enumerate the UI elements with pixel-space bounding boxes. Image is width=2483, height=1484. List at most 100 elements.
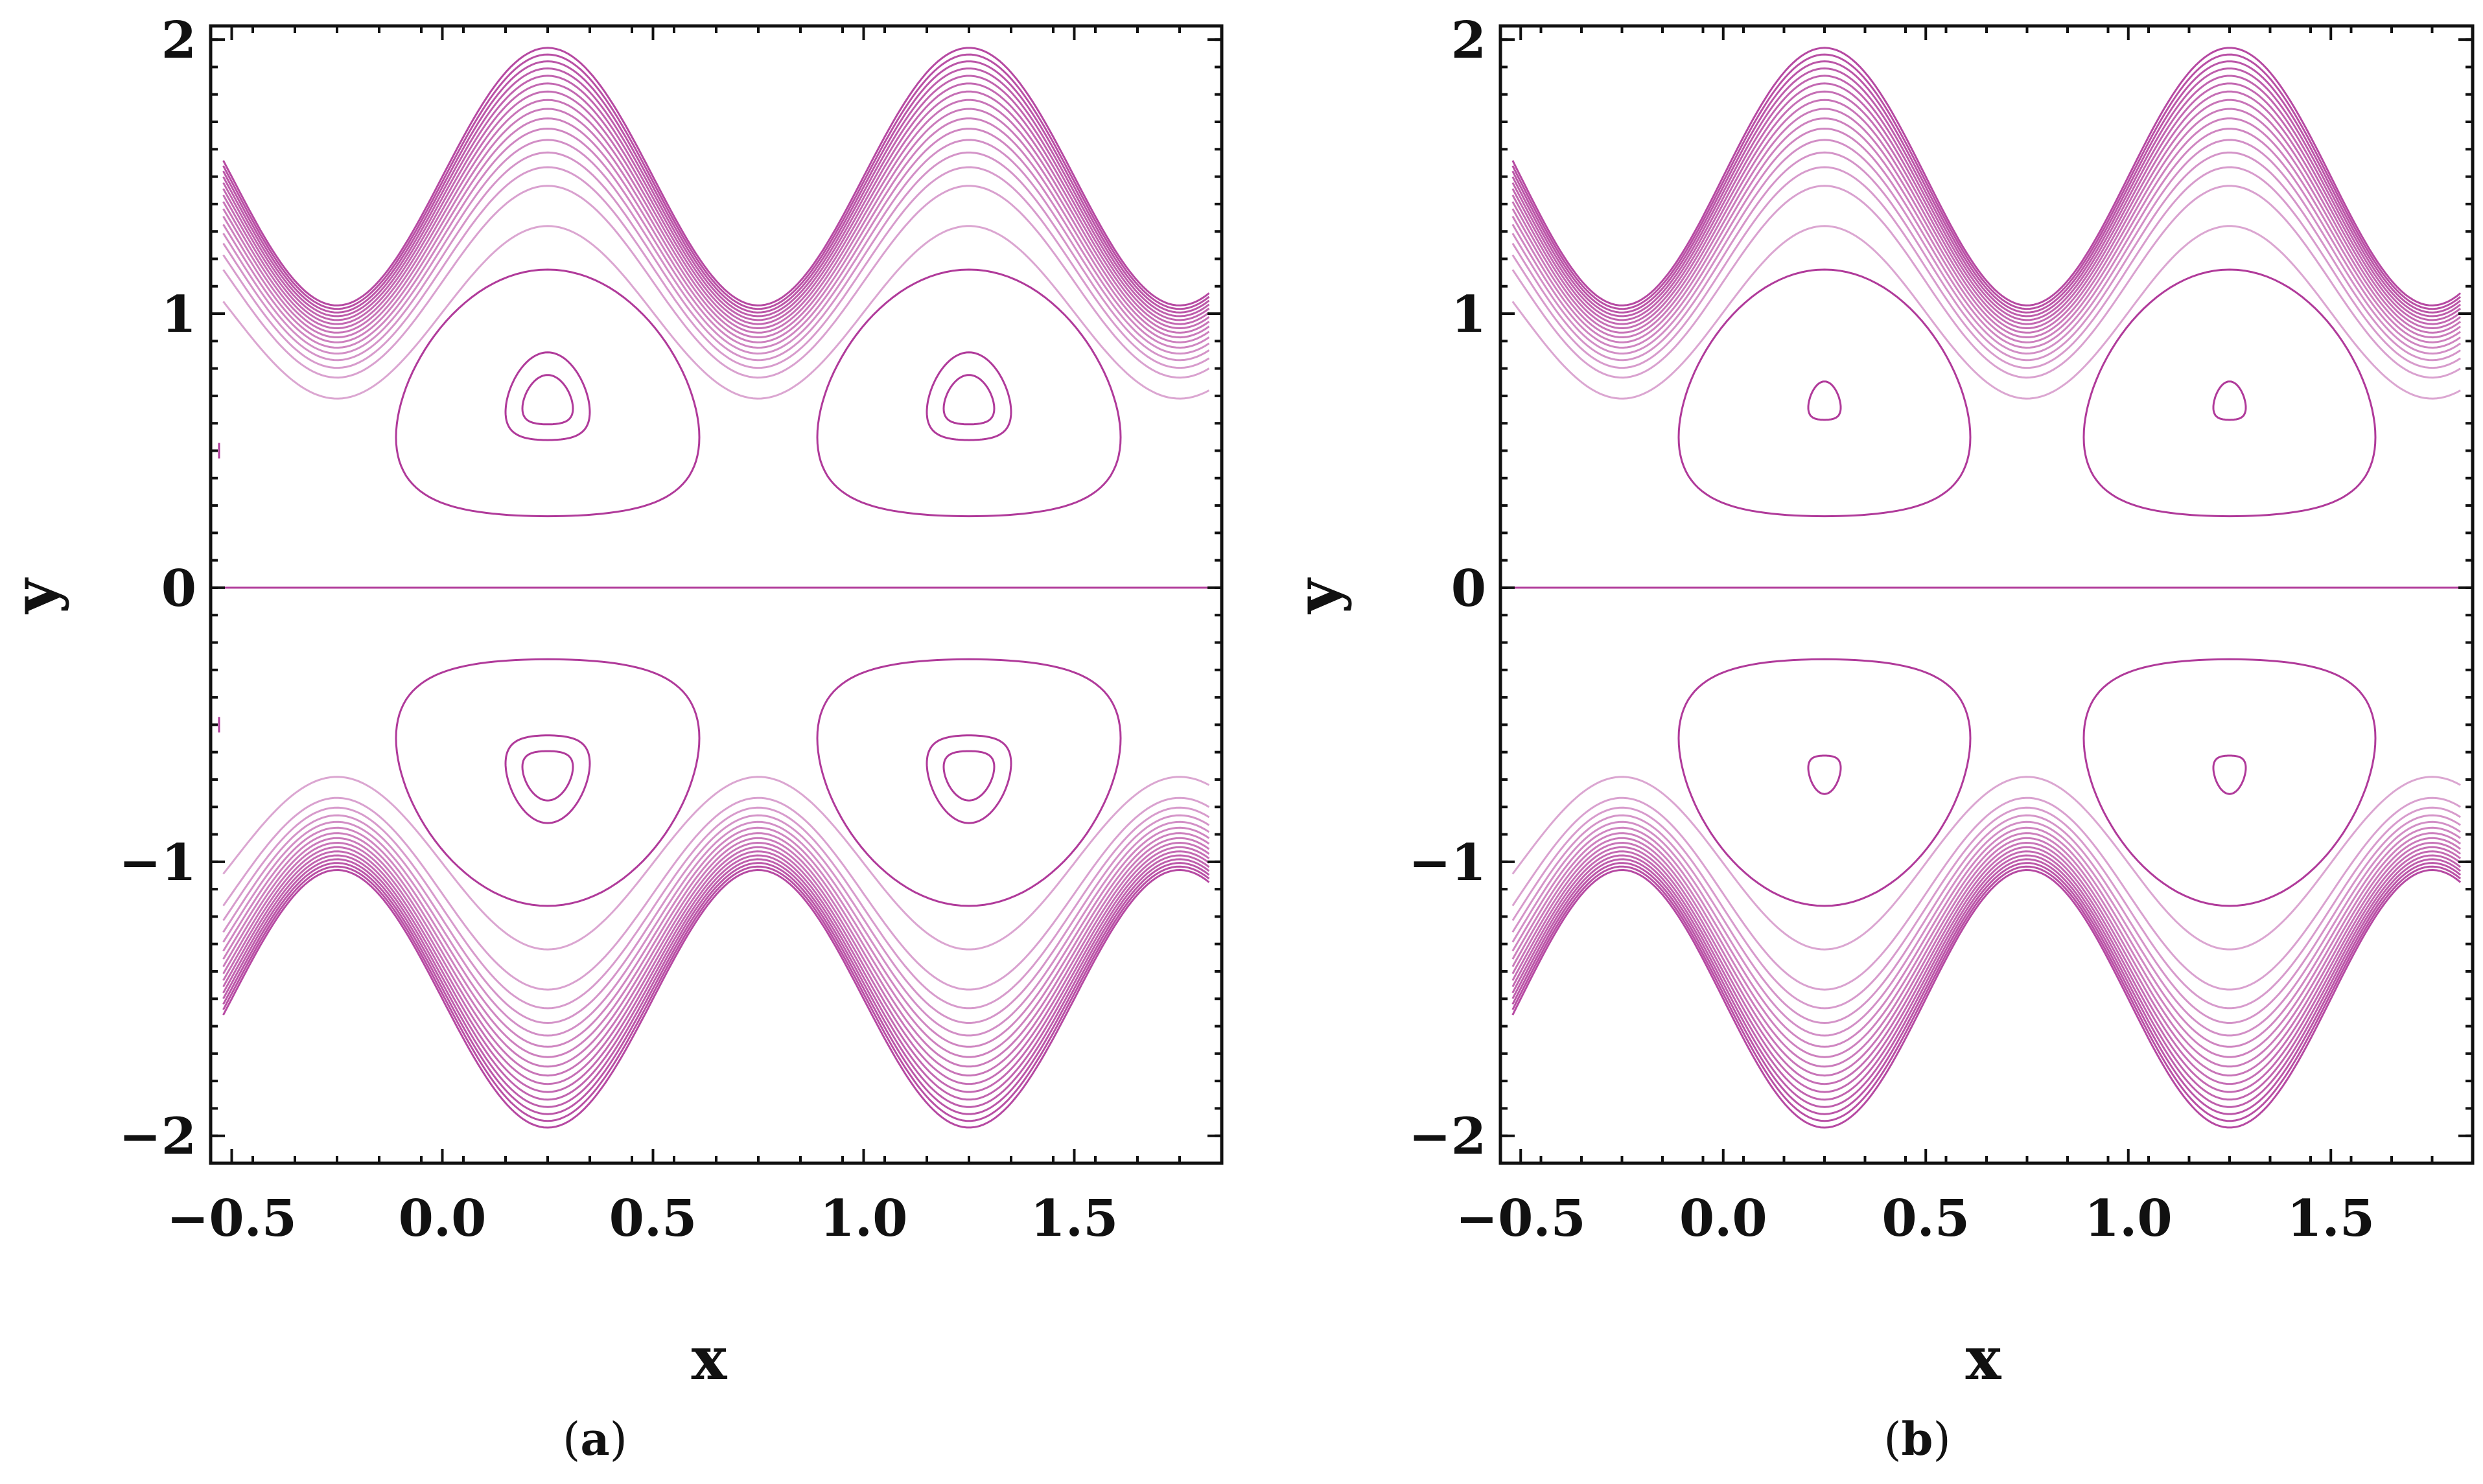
panel-a-vortex-2-ring-0 — [395, 658, 701, 907]
panel-b-wall-streamline-upper-0 — [1511, 225, 2461, 400]
panel-a-wall-streamline-upper-4 — [222, 139, 1210, 355]
panel-b-vortex-3-ring-0 — [2082, 658, 2377, 907]
panel-a-vortex-0-ring-2 — [521, 374, 574, 426]
panel-b-x-tick-label-4: 1.5 — [2287, 1189, 2375, 1248]
panel-b-wall-streamline-upper-5 — [1511, 127, 2462, 349]
panel-b-wall-streamline-lower-4 — [1511, 820, 2462, 1037]
panel-a-vortex-0-ring-0 — [395, 268, 701, 518]
panel-b-vortex-1-ring-1 — [2212, 380, 2247, 421]
panel-a-y-tick-label-1: −1 — [119, 833, 196, 892]
panel-a-wall-streamline-lower-4 — [222, 820, 1210, 1037]
panel-a-wall-streamline-upper-9 — [222, 90, 1210, 330]
panel-b-wall-streamline-lower-8 — [1511, 841, 2462, 1077]
panel-a-vortex-1-ring-0 — [816, 268, 1122, 518]
panel-a-y-tick-label-4: 2 — [161, 11, 196, 70]
panel-a-vortex-3-ring-1 — [926, 734, 1012, 824]
panel-a-y-tick-label-2: 0 — [161, 559, 196, 618]
panel-b-x-axis-title: x — [1966, 1323, 2002, 1393]
panel-b-y-axis-title: y — [1283, 577, 1353, 615]
panel-b-wall-streamline-lower-3 — [1511, 814, 2462, 1025]
panel-b-wall-streamline-lower-13 — [1511, 862, 2462, 1115]
panel-a-wall-streamline-lower-11 — [222, 854, 1210, 1101]
panel-a-y-tick-label-3: 1 — [161, 285, 196, 344]
panel-b-x-tick-label-1: 0.0 — [1679, 1189, 1767, 1248]
panel-a-wall-streamline-upper-3 — [222, 151, 1210, 362]
panel-a-x-axis-title: x — [692, 1323, 728, 1393]
panel-b-wall-streamline-lower-10 — [1511, 850, 2462, 1093]
panel-b-wall-streamline-lower-2 — [1511, 806, 2462, 1010]
panel-a-wall-streamline-lower-6 — [222, 832, 1210, 1058]
panel-b-wall-streamline-upper-10 — [1511, 82, 2462, 325]
panel-a-wall-streamline-lower-5 — [222, 826, 1210, 1048]
panel-a-x-tick-label-1: 0.0 — [399, 1189, 487, 1248]
panel-b-wall-streamline-upper-1 — [1511, 185, 2461, 379]
panel-a-wall-streamline-lower-13 — [222, 862, 1210, 1115]
panel-b-y-tick-label-0: −2 — [1408, 1107, 1486, 1166]
panel-a-y-tick-label-0: −2 — [119, 1107, 196, 1166]
panel-b-wall-streamline-lower-5 — [1511, 826, 2462, 1048]
panel-a-wall-streamline-upper-10 — [222, 82, 1210, 325]
panel-a-wall-streamline-upper-2 — [222, 166, 1210, 369]
panel-b-x-tick-label-2: 0.5 — [1882, 1189, 1970, 1248]
panel-a-wall-streamline-lower-3 — [222, 814, 1210, 1025]
panel-b-wall-streamline-lower-9 — [1511, 846, 2462, 1085]
panel-b-wall-streamline-upper-3 — [1511, 151, 2462, 362]
panel-b-wall-streamline-upper-12 — [1511, 67, 2462, 318]
panel-a-plot-area: −0.5 0.0 0.5 1.0 1.5 −2 −1 0 1 2 — [119, 11, 1224, 1248]
panel-b-vortex-2-ring-0 — [1677, 658, 1972, 907]
panel-b-wall-streamline-lower-12 — [1511, 858, 2462, 1108]
panel-b-y-tick-label-2: 0 — [1451, 559, 1486, 618]
panel-b-wall-streamline-lower-7 — [1511, 837, 2462, 1068]
panel-b-wall-streamline-lower-15 — [1511, 868, 2462, 1129]
panel-a-vortex-3-ring-0 — [816, 658, 1122, 907]
panel-a-wall-streamline-lower-10 — [222, 850, 1210, 1093]
panel-b-vortex-0-ring-0 — [1677, 268, 1972, 518]
panel-a-wall-streamline-lower-9 — [222, 846, 1210, 1085]
panel-a-x-tick-label-4: 1.5 — [1031, 1189, 1119, 1248]
panel-b-x-tick-label-0: −0.5 — [1456, 1189, 1586, 1248]
panel-b-wall-streamline-upper-4 — [1511, 139, 2462, 355]
panel-a-wall-streamline-upper-13 — [222, 60, 1210, 314]
panel-a-wall-streamline-upper-0 — [222, 225, 1210, 400]
panel-a: −0.5 0.0 0.5 1.0 1.5 −2 −1 0 1 2 x y (a) — [0, 11, 1224, 1466]
panel-a-vortex-0-ring-1 — [504, 351, 591, 441]
panel-a-contours — [218, 47, 1210, 1129]
panel-a-wall-streamline-upper-12 — [222, 67, 1210, 318]
panel-b-wall-streamline-lower-6 — [1511, 832, 2462, 1058]
panel-b-vortex-2-ring-1 — [1807, 754, 1842, 795]
panel-b-plot-area: −0.5 0.0 0.5 1.0 1.5 −2 −1 0 1 2 — [1408, 11, 2475, 1248]
panel-a-wall-streamline-upper-11 — [222, 75, 1210, 321]
panel-b-wall-streamline-upper-15 — [1511, 47, 2462, 307]
panel-b-wall-streamline-upper-6 — [1511, 117, 2462, 343]
panel-b-wall-streamline-lower-14 — [1511, 865, 2462, 1122]
panel-a-vortex-1-ring-2 — [942, 374, 996, 426]
panel-a-wall-streamline-lower-14 — [222, 865, 1210, 1122]
panel-b-caption: (b) — [1883, 1412, 1951, 1466]
panel-a-vortex-1-ring-1 — [926, 351, 1012, 441]
panel-b-wall-streamline-upper-7 — [1511, 108, 2462, 339]
panel-a-vortex-3-ring-2 — [942, 750, 996, 802]
panel-b-wall-streamline-upper-14 — [1511, 53, 2462, 310]
panel-a-wall-streamline-lower-2 — [222, 806, 1210, 1010]
panel-a-wall-streamline-upper-7 — [222, 108, 1210, 339]
panel-b-vortex-1-ring-0 — [2082, 268, 2377, 518]
panel-a-wall-streamline-upper-6 — [222, 117, 1210, 343]
panel-b-wall-streamline-lower-0 — [1511, 776, 2461, 951]
panel-b-wall-streamline-upper-2 — [1511, 166, 2462, 369]
panel-a-caption: (a) — [563, 1412, 627, 1466]
panel-b-wall-streamline-upper-9 — [1511, 90, 2462, 330]
panel-a-wall-streamline-lower-0 — [222, 776, 1210, 951]
panel-a-wall-streamline-upper-8 — [222, 99, 1210, 334]
panel-a-wall-streamline-lower-7 — [222, 837, 1210, 1068]
panel-b-wall-streamline-upper-13 — [1511, 60, 2462, 314]
panel-a-wall-streamline-lower-8 — [222, 841, 1210, 1077]
panel-a-x-tick-label-0: −0.5 — [167, 1189, 297, 1248]
panel-a-wall-streamline-lower-15 — [222, 868, 1210, 1129]
panel-b-y-tick-label-3: 1 — [1451, 285, 1486, 344]
panel-b-wall-streamline-upper-8 — [1511, 99, 2462, 334]
panel-b-x-tick-label-3: 1.0 — [2084, 1189, 2173, 1248]
panel-a-x-tick-label-3: 1.0 — [820, 1189, 908, 1248]
panel-a-wall-streamline-lower-12 — [222, 858, 1210, 1108]
panel-b-wall-streamline-upper-11 — [1511, 75, 2462, 321]
